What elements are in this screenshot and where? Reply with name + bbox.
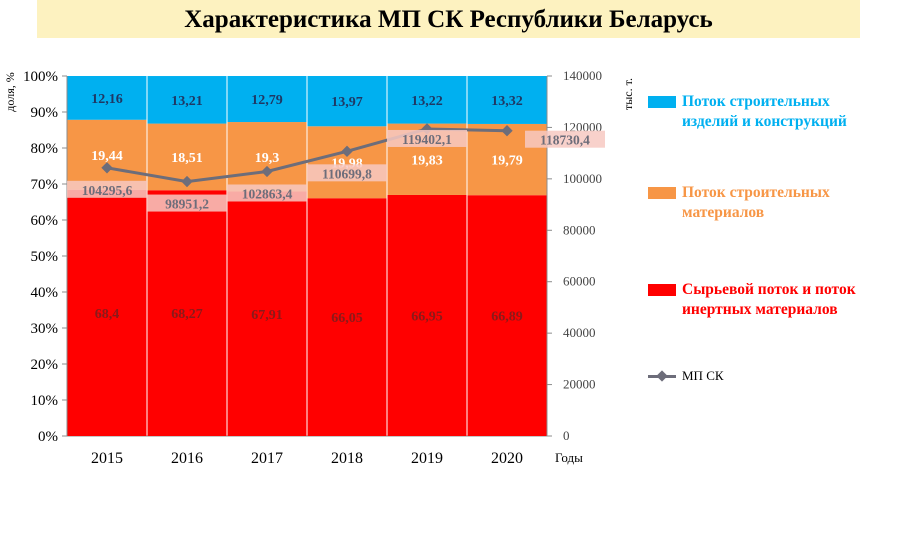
y-tick-label-left: 70% (31, 177, 59, 193)
y-tick-label-right: 140000 (563, 68, 602, 83)
data-label-products: 13,32 (491, 94, 523, 109)
bar-segment-products (67, 76, 147, 120)
y-tick-label-left: 10% (31, 393, 59, 409)
line-label-total: 118730,4 (540, 133, 590, 148)
legend-label-materials: Поток строительных материалов (682, 184, 830, 221)
y-axis-title-left: доля, % (3, 72, 17, 111)
bar-segment-materials (227, 122, 307, 192)
bar-segment-raw (67, 189, 147, 436)
y-tick-label-right: 0 (563, 428, 570, 443)
data-label-raw: 68,4 (95, 307, 120, 322)
line-label-bg (67, 180, 147, 198)
data-label-raw: 66,05 (331, 311, 363, 326)
line-label-bg (227, 184, 307, 202)
legend-swatch-raw (648, 284, 676, 296)
title-banner: Характеристика МП СК Республики Беларусь (37, 0, 860, 38)
legend-label-total: МП СК (682, 368, 724, 383)
line-label-bg (387, 129, 467, 147)
x-axis-title: Годы (555, 450, 583, 465)
legend-line-marker (648, 366, 676, 386)
data-label-products: 12,79 (251, 93, 283, 108)
bar-segment-products (387, 76, 467, 124)
bar-segment-products (147, 76, 227, 124)
y-tick-label-left: 20% (31, 357, 59, 373)
legend-label-products: Поток строительных изделий и конструкций (682, 93, 847, 130)
legend-item-raw: Сырьевой поток и поток инертных материал… (648, 280, 887, 320)
data-label-materials: 18,51 (171, 151, 203, 166)
y-axis-title-right: тыс. т. (621, 78, 635, 110)
data-label-products: 13,22 (411, 94, 443, 109)
y-tick-label-left: 50% (31, 249, 59, 265)
y-tick-label-left: 90% (31, 105, 59, 121)
x-tick-label: 2017 (251, 450, 283, 467)
legend-swatch-products (648, 96, 676, 108)
bar-segment-products (227, 76, 307, 123)
data-label-products: 13,21 (171, 94, 203, 109)
legend-item-products: Поток строительных изделий и конструкций (648, 92, 887, 132)
data-label-materials: 19,83 (411, 153, 443, 168)
line-series-total (106, 127, 508, 184)
data-label-materials: 19,79 (491, 154, 523, 169)
y-tick-label-left: 0% (38, 429, 58, 445)
line-point-total (181, 175, 193, 188)
y-tick-label-right: 80000 (563, 222, 596, 237)
y-tick-label-right: 100000 (563, 171, 602, 186)
line-point-total (341, 145, 353, 158)
x-tick-label: 2020 (491, 450, 523, 467)
legend-label-raw: Сырьевой поток и поток инертных материал… (682, 281, 856, 318)
y-tick-label-left: 60% (31, 213, 59, 229)
line-point-total (261, 165, 273, 178)
bar-segment-raw (147, 190, 227, 436)
legend-item-materials: Поток строительных материалов (648, 183, 887, 223)
chart-title: Характеристика МП СК Республики Беларусь (184, 6, 713, 33)
data-label-materials: 19,3 (255, 151, 280, 166)
bar-segment-raw (467, 195, 547, 436)
line-label-bg (525, 130, 605, 148)
bar-segment-products (307, 76, 387, 127)
data-label-raw: 66,95 (411, 309, 443, 324)
y-tick-label-right: 120000 (563, 119, 602, 134)
bar-segment-products (467, 76, 547, 124)
line-label-total: 104295,6 (82, 183, 133, 198)
line-label-total: 102863,4 (242, 186, 293, 201)
x-tick-label: 2016 (171, 450, 203, 467)
x-tick-label: 2015 (91, 450, 123, 467)
data-label-products: 13,97 (331, 95, 363, 110)
line-label-bg (307, 164, 387, 182)
line-label-total: 119402,1 (402, 132, 452, 147)
line-label-bg (147, 194, 227, 212)
bar-segment-materials (307, 126, 387, 199)
y-tick-label-left: 80% (31, 141, 59, 157)
line-label-total: 98951,2 (165, 197, 209, 212)
data-label-products: 12,16 (91, 92, 123, 107)
bar-segment-raw (227, 191, 307, 436)
line-label-total: 110699,8 (322, 166, 372, 181)
legend: Поток строительных изделий и конструкций… (648, 0, 900, 551)
data-label-raw: 66,89 (491, 310, 523, 325)
y-tick-label-left: 30% (31, 321, 59, 337)
legend-swatch-materials (648, 187, 676, 199)
data-label-materials: 19,44 (91, 149, 123, 164)
y-tick-label-left: 100% (23, 69, 58, 85)
y-tick-label-right: 40000 (563, 325, 596, 340)
bar-segment-materials (67, 119, 147, 190)
bar-segment-raw (387, 194, 467, 436)
legend-item-total: МП СК (648, 366, 724, 386)
y-tick-label-right: 20000 (563, 377, 596, 392)
y-tick-label-left: 40% (31, 285, 59, 301)
bar-segment-raw (307, 198, 387, 436)
data-label-raw: 67,91 (251, 308, 283, 323)
data-label-raw: 68,27 (171, 307, 203, 322)
x-tick-label: 2019 (411, 450, 443, 467)
x-tick-label: 2018 (331, 450, 363, 467)
y-tick-label-right: 60000 (563, 274, 596, 289)
